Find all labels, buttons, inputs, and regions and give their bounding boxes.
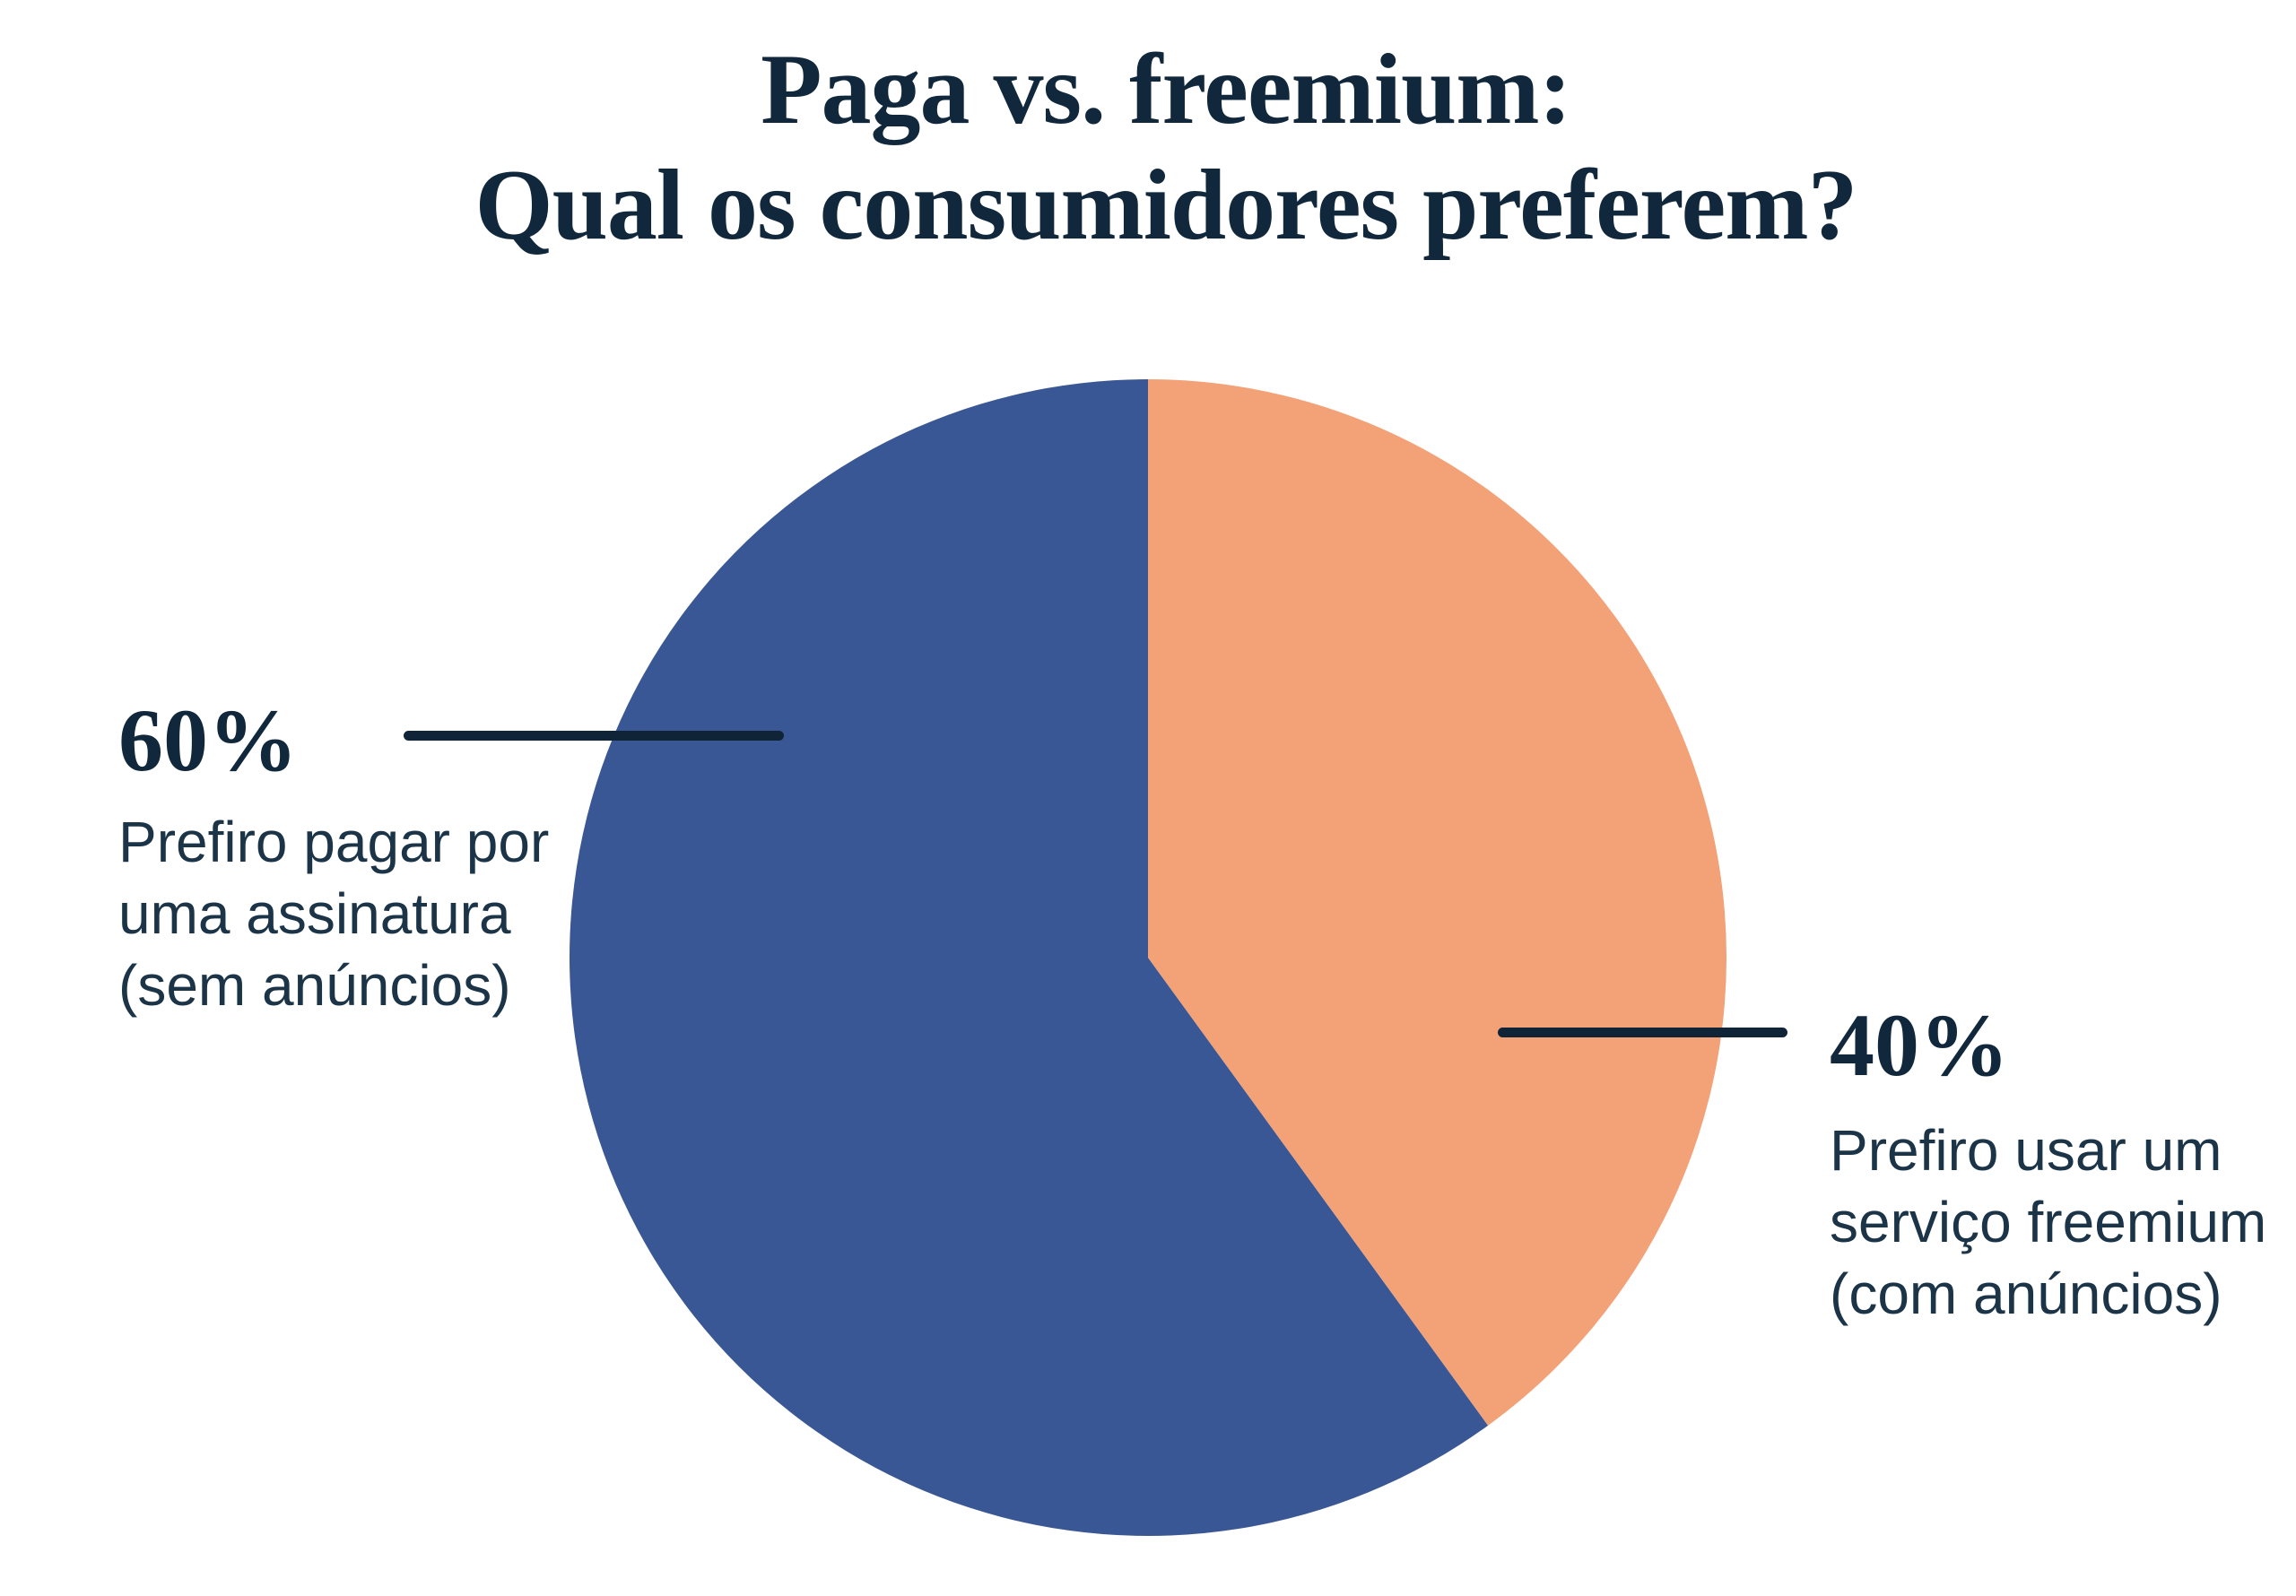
- chart-title-line2: Qual os consumidores preferem?: [474, 149, 1857, 261]
- paid-subscription-description: Prefiro pagar por uma assinatura (sem an…: [118, 806, 549, 1021]
- freemium-service-percentage: 40%: [1830, 995, 2009, 1095]
- freemium-service-description: Prefiro usar um serviço freemium (com an…: [1830, 1115, 2266, 1330]
- pie-chart: [570, 379, 1726, 1536]
- leader-line-freemium-service: [1498, 1028, 1787, 1037]
- chart-title-line1: Paga vs. freemium:: [761, 34, 1572, 145]
- pie-slice-freemium-service: [1148, 379, 1726, 1426]
- paid-subscription-description-line2: uma assinatura: [118, 881, 511, 946]
- pie-slice-paid-subscription: [570, 379, 1489, 1536]
- paid-subscription-description-line1: Prefiro pagar por: [118, 810, 550, 874]
- pie-chart-svg: [570, 379, 1726, 1536]
- freemium-service-description-line1: Prefiro usar um: [1830, 1118, 2222, 1183]
- freemium-service-description-line2: serviço freemium: [1830, 1190, 2267, 1254]
- paid-subscription-percentage: 60%: [118, 690, 298, 790]
- leader-line-paid-subscription: [404, 731, 784, 741]
- chart-title: Paga vs. freemium: Qual os consumidores …: [36, 32, 2296, 264]
- freemium-service-description-line3: (com anúncios): [1830, 1262, 2222, 1326]
- paid-subscription-description-line3: (sem anúncios): [118, 953, 511, 1018]
- callout-freemium-service: 40% Prefiro usar um serviço freemium (co…: [1830, 1001, 2266, 1330]
- callout-paid-subscription: 60% Prefiro pagar por uma assinatura (se…: [118, 696, 549, 1021]
